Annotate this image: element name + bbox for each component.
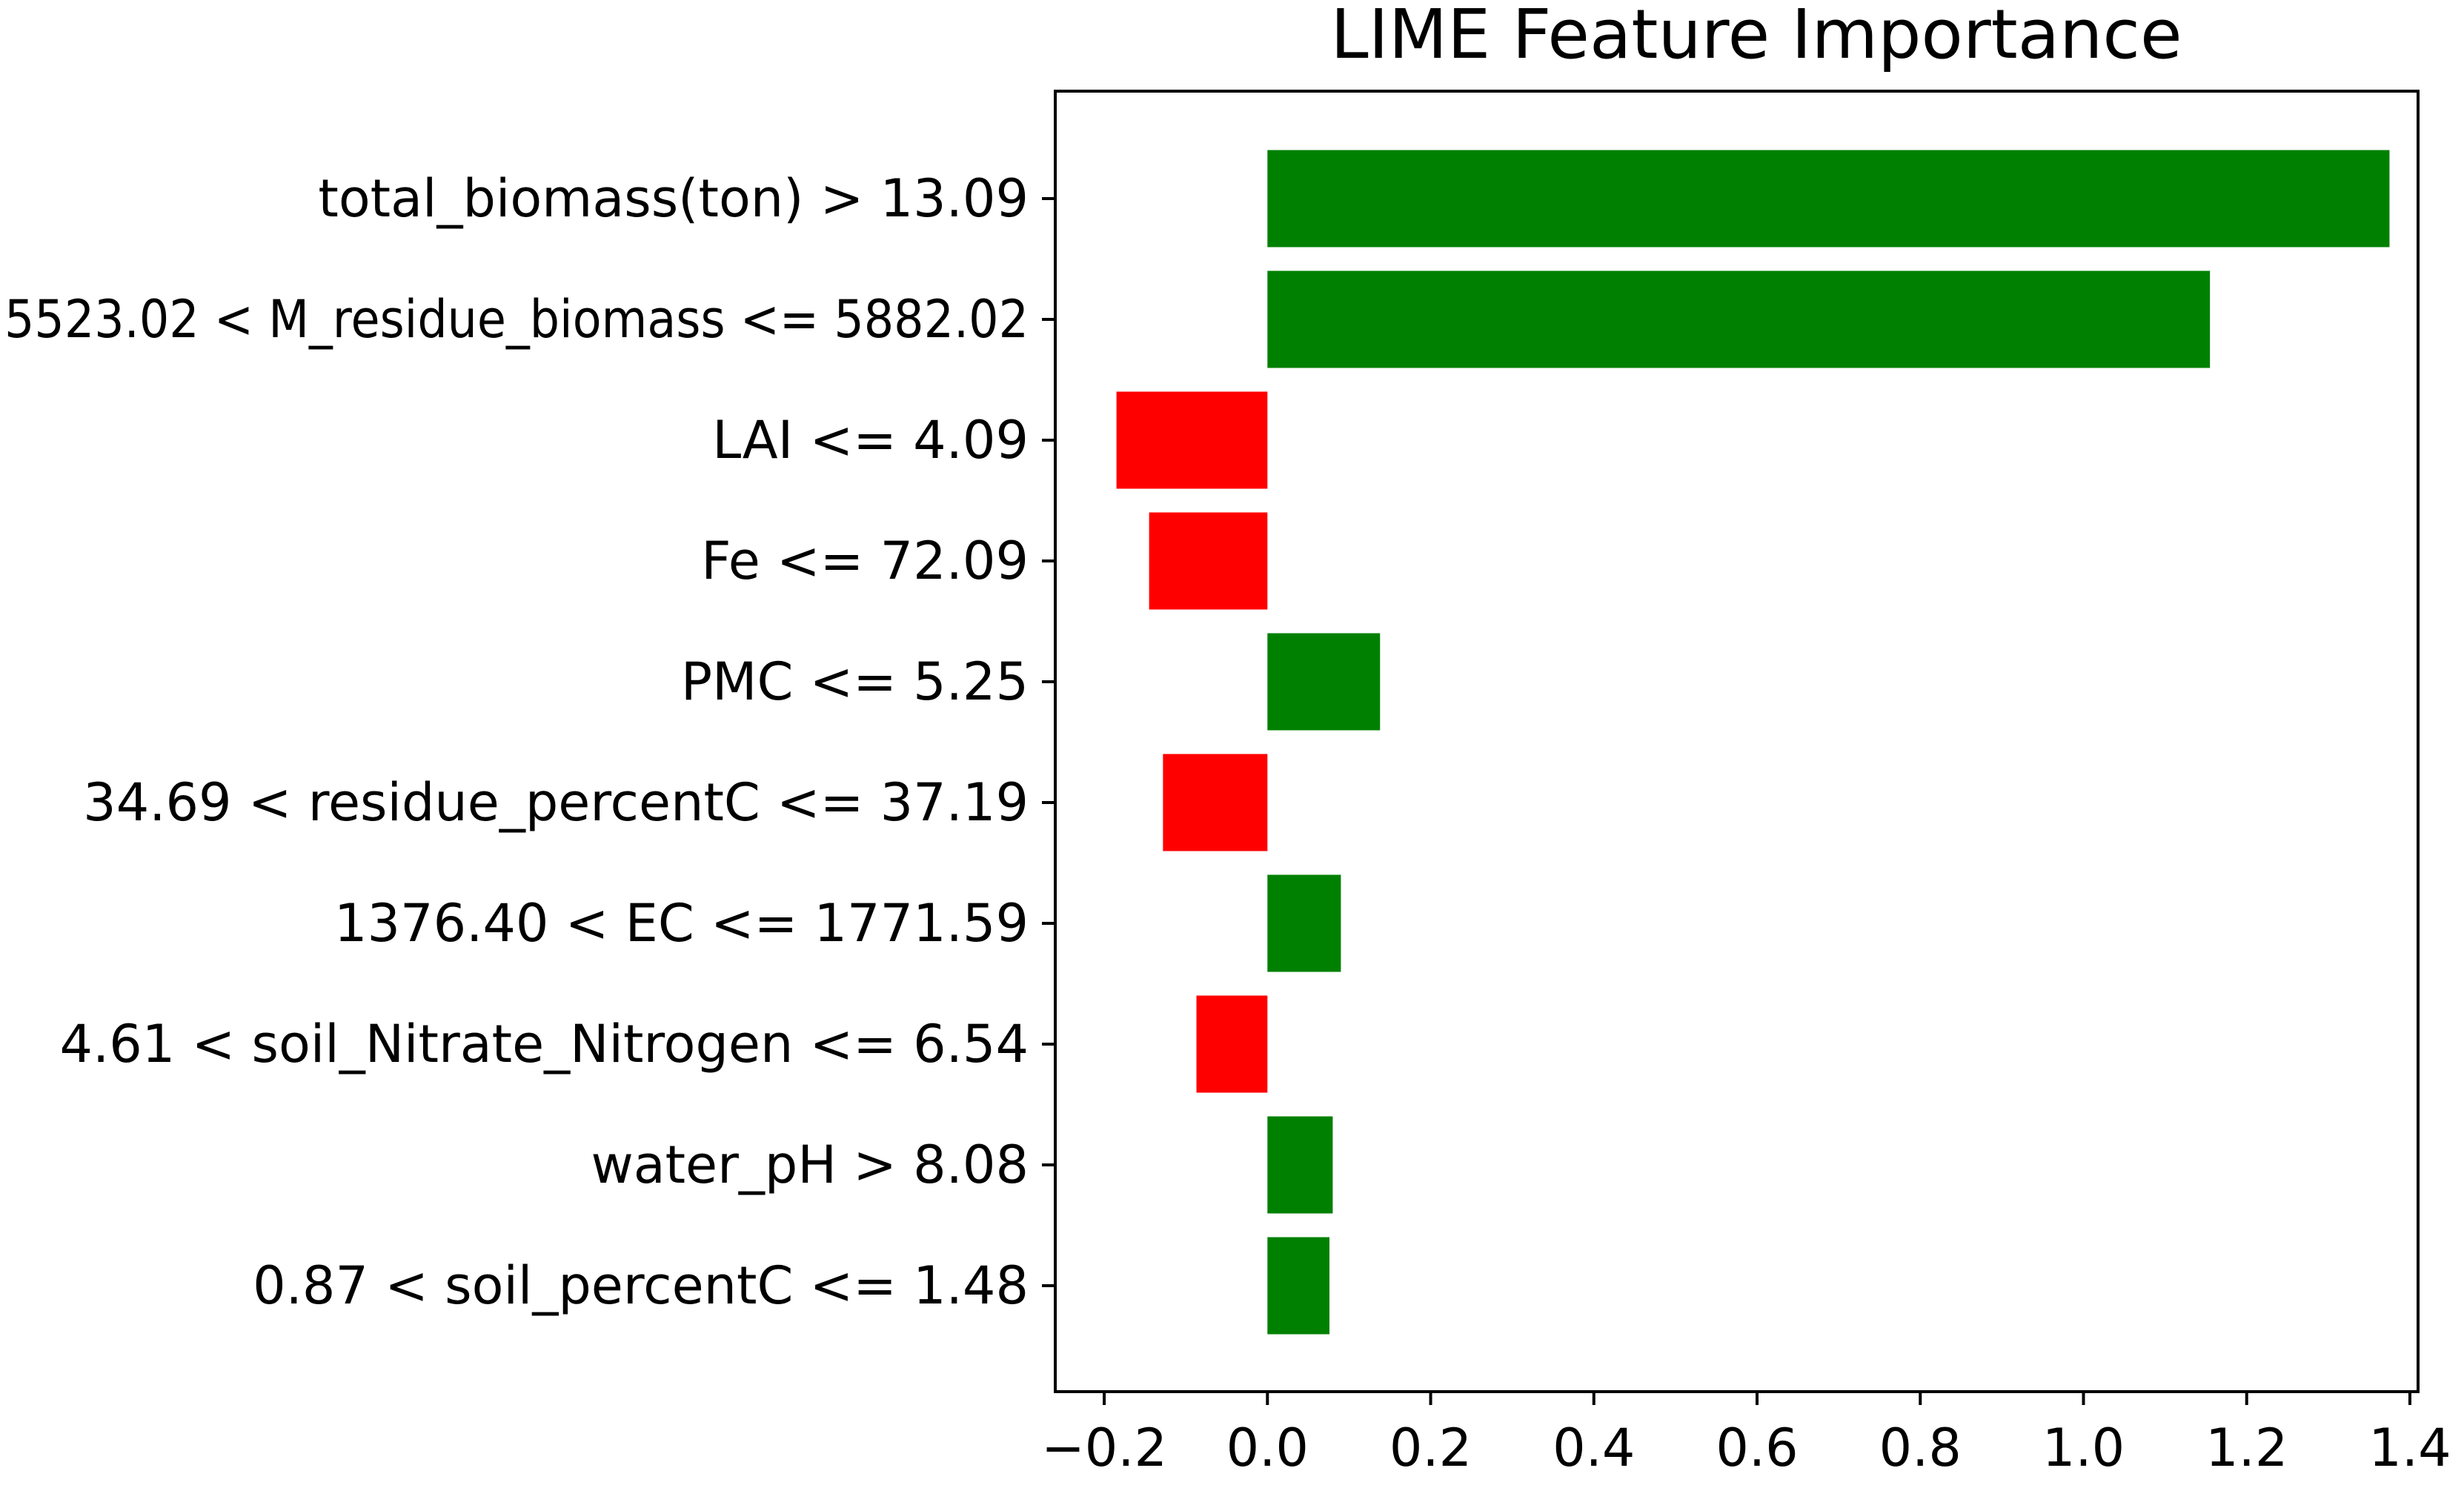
bar-4 bbox=[1149, 512, 1268, 610]
x-tick-label: 1.0 bbox=[2042, 1418, 2125, 1478]
y-category-label: Fe <= 72.09 bbox=[701, 531, 1029, 591]
bar-5 bbox=[1267, 633, 1381, 731]
y-category-label: 5523.02 < M_residue_biomass <= 5882.02 bbox=[4, 289, 1029, 350]
y-category-label: PMC <= 5.25 bbox=[681, 651, 1029, 712]
bar-10 bbox=[1267, 1237, 1330, 1335]
x-tick-label: 0.8 bbox=[1879, 1418, 1962, 1478]
x-tick-label: 0.6 bbox=[1716, 1418, 1798, 1478]
bar-8 bbox=[1196, 995, 1268, 1093]
x-tick-label: 1.2 bbox=[2205, 1418, 2288, 1478]
y-category-label: total_biomass(ton) > 13.09 bbox=[318, 168, 1029, 229]
axes-layer bbox=[1054, 90, 2420, 1393]
bar-3 bbox=[1116, 391, 1268, 489]
bar-9 bbox=[1267, 1116, 1333, 1214]
bars-layer bbox=[1116, 150, 2390, 1335]
x-axis-ticks: −0.2 0.0 0.2 0.4 0.6 0.8 1.0 1.2 1.4 bbox=[1041, 1392, 2451, 1478]
y-category-label: 34.69 < residue_percentC <= 37.19 bbox=[83, 772, 1029, 833]
y-category-label: 4.61 < soil_Nitrate_Nitrogen <= 6.54 bbox=[59, 1014, 1029, 1075]
x-tick-label: 0.2 bbox=[1389, 1418, 1472, 1478]
plot-frame bbox=[1054, 90, 2420, 1393]
y-category-label: 0.87 < soil_percentC <= 1.48 bbox=[253, 1255, 1029, 1316]
bar-7 bbox=[1267, 874, 1341, 972]
x-tick-label: 1.4 bbox=[2368, 1418, 2451, 1478]
y-axis-category-labels: total_biomass(ton) > 13.09 5523.02 < M_re… bbox=[4, 168, 1055, 1316]
x-tick-label: 0.0 bbox=[1226, 1418, 1309, 1478]
x-tick-label: 0.4 bbox=[1553, 1418, 1635, 1478]
y-category-label: 1376.40 < EC <= 1771.59 bbox=[334, 893, 1029, 954]
bar-1 bbox=[1267, 150, 2390, 248]
y-category-label: LAI <= 4.09 bbox=[712, 410, 1029, 471]
y-category-label: water_pH > 8.08 bbox=[591, 1135, 1029, 1195]
x-tick-label: −0.2 bbox=[1041, 1418, 1167, 1478]
bar-6 bbox=[1163, 754, 1268, 851]
chart-title: LIME Feature Importance bbox=[1330, 0, 2182, 74]
bar-2 bbox=[1267, 270, 2211, 368]
